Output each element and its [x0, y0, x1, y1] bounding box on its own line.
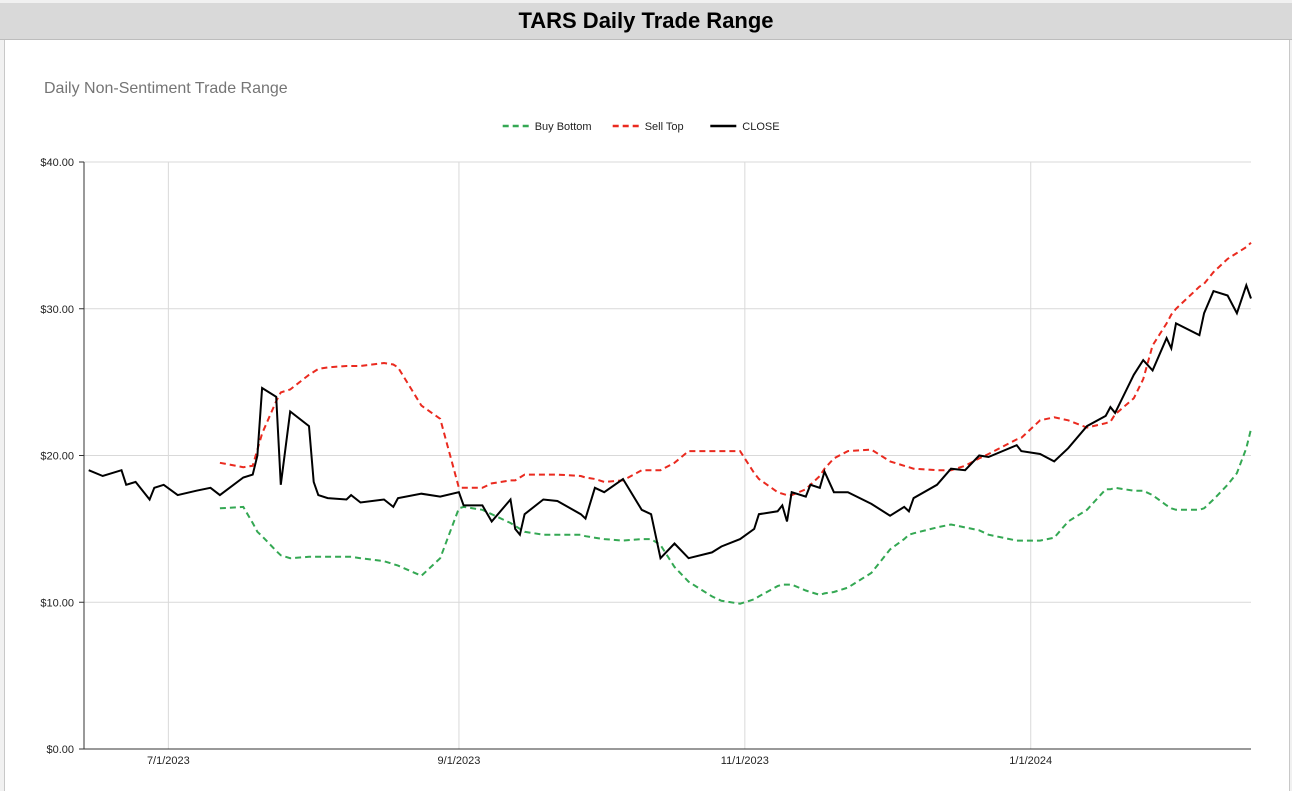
sheet-title: TARS Daily Trade Range	[0, 3, 1292, 40]
series-line	[219, 241, 1252, 497]
y-tick-label: $40.00	[40, 157, 74, 169]
x-tick-label: 1/1/2024	[1009, 755, 1052, 767]
x-tick-label: 11/1/2023	[721, 755, 769, 767]
y-tick-label: $10.00	[40, 597, 74, 609]
legend-label: CLOSE	[742, 121, 779, 133]
chart-title: Daily Non-Sentiment Trade Range	[44, 80, 288, 97]
x-tick-label: 9/1/2023	[438, 755, 481, 767]
y-tick-label: $30.00	[40, 304, 74, 316]
legend-label: Buy Bottom	[535, 121, 592, 133]
series-line	[88, 282, 1252, 561]
y-tick-label: $0.00	[46, 744, 74, 756]
legend-label: Sell Top	[645, 121, 684, 133]
x-tick-label: 7/1/2023	[147, 755, 190, 767]
chart-panel	[4, 40, 1290, 791]
y-tick-label: $20.00	[40, 451, 74, 463]
series-line	[219, 428, 1252, 605]
